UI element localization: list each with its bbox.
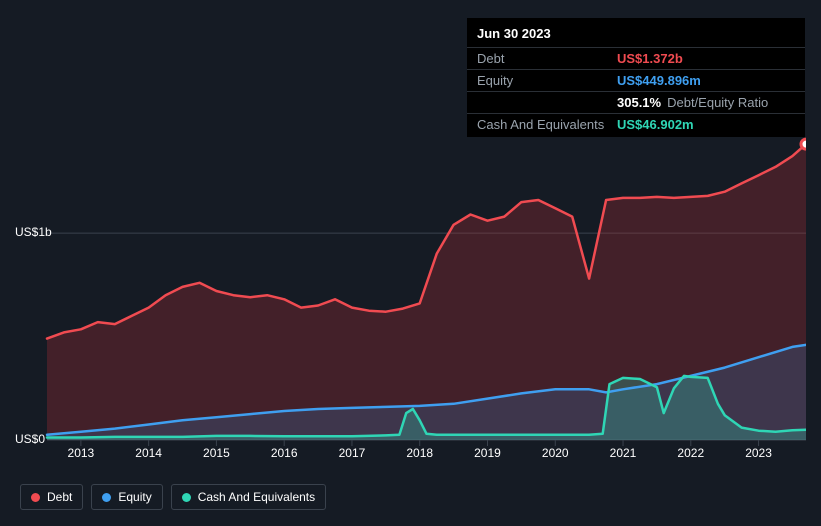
x-axis-label: 2023 — [745, 446, 772, 460]
x-axis-label: 2013 — [68, 446, 95, 460]
tooltip-row-value: 305.1%Debt/Equity Ratio — [617, 95, 768, 110]
x-axis-label: 2021 — [610, 446, 637, 460]
x-axis-label: 2015 — [203, 446, 230, 460]
tooltip-row-label — [477, 95, 617, 110]
legend-label: Debt — [47, 490, 72, 504]
chart-container: Jun 30 2023 DebtUS$1.372bEquityUS$449.89… — [0, 0, 821, 526]
hover-tooltip: Jun 30 2023 DebtUS$1.372bEquityUS$449.89… — [467, 18, 805, 137]
legend-label: Cash And Equivalents — [198, 490, 315, 504]
legend-dot-icon — [182, 493, 191, 502]
legend: Debt Equity Cash And Equivalents — [20, 484, 326, 510]
legend-dot-icon — [102, 493, 111, 502]
tooltip-row-value: US$449.896m — [617, 73, 701, 88]
legend-item[interactable]: Cash And Equivalents — [171, 484, 326, 510]
chart-plot[interactable] — [15, 125, 806, 465]
legend-label: Equity — [118, 490, 151, 504]
x-axis-label: 2014 — [135, 446, 162, 460]
tooltip-row: DebtUS$1.372b — [467, 47, 805, 69]
x-axis-label: 2016 — [271, 446, 298, 460]
tooltip-row-label: Debt — [477, 51, 617, 66]
tooltip-row-value: US$1.372b — [617, 51, 683, 66]
tooltip-row: 305.1%Debt/Equity Ratio — [467, 91, 805, 113]
tooltip-row: EquityUS$449.896m — [467, 69, 805, 91]
tooltip-row-sublabel: Debt/Equity Ratio — [667, 95, 768, 110]
x-axis-labels: 2013 2014 2015 2016 2017 2018 2019 2020 2021 2022… — [47, 446, 806, 464]
tooltip-date: Jun 30 2023 — [467, 24, 805, 47]
x-axis-label: 2018 — [406, 446, 433, 460]
legend-item[interactable]: Debt — [20, 484, 83, 510]
y-axis-label: US$1b — [15, 225, 45, 239]
legend-item[interactable]: Equity — [91, 484, 162, 510]
legend-dot-icon — [31, 493, 40, 502]
x-axis-label: 2019 — [474, 446, 501, 460]
x-axis-label: 2020 — [542, 446, 569, 460]
x-axis-label: 2022 — [677, 446, 704, 460]
y-axis-label: US$0 — [15, 432, 45, 446]
tooltip-row-label: Equity — [477, 73, 617, 88]
x-axis-label: 2017 — [339, 446, 366, 460]
